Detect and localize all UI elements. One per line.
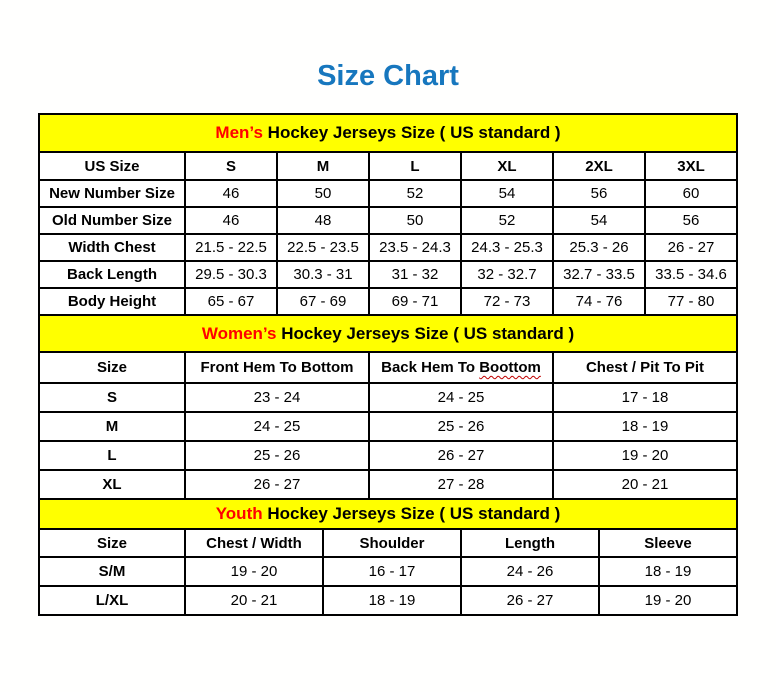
size-value: 32 - 32.7	[462, 262, 552, 287]
size-value: 21.5 - 22.5	[186, 235, 276, 260]
row-label: Back Length	[40, 262, 184, 287]
size-value: 22.5 - 23.5	[278, 235, 368, 260]
size-value: 56	[554, 181, 644, 206]
size-value: 31 - 32	[370, 262, 460, 287]
size-value: 17 - 18	[554, 384, 736, 411]
row-label: L/XL	[40, 587, 184, 614]
column-header: Chest / Width	[186, 530, 322, 556]
section-title-youth: Youth Hockey Jerseys Size ( US standard …	[40, 498, 736, 530]
misspelled-word: Boottom	[479, 359, 541, 376]
column-header: M	[278, 153, 368, 179]
size-value: 27 - 28	[370, 471, 552, 498]
row-label: L	[40, 442, 184, 469]
size-value: 20 - 21	[554, 471, 736, 498]
row-label: Body Height	[40, 289, 184, 314]
size-value: 50	[278, 181, 368, 206]
size-value: 69 - 71	[370, 289, 460, 314]
size-table: Men’s Hockey Jerseys Size ( US standard …	[38, 113, 738, 616]
column-header: Size	[40, 353, 184, 382]
size-value: 18 - 19	[554, 413, 736, 440]
size-value: 26 - 27	[370, 442, 552, 469]
column-header: Length	[462, 530, 598, 556]
size-value: 52	[370, 181, 460, 206]
row-label: New Number Size	[40, 181, 184, 206]
size-value: 24 - 25	[370, 384, 552, 411]
section-title-highlight: Women’s	[201, 323, 277, 343]
column-header: Sleeve	[600, 530, 736, 556]
size-value: 23 - 24	[186, 384, 368, 411]
size-value: 50	[370, 208, 460, 233]
womens-table: Size Front Hem To Bottom Back Hem To Boott…	[40, 353, 736, 498]
size-value: 20 - 21	[186, 587, 322, 614]
page-title: Size Chart	[317, 60, 459, 92]
youth-table: Size Chest / Width Shoulder Length Sleeve S/M…	[40, 530, 736, 614]
size-value: 74 - 76	[554, 289, 644, 314]
size-value: 25 - 26	[370, 413, 552, 440]
row-label: XL	[40, 471, 184, 498]
size-value: 52	[462, 208, 552, 233]
row-label: Old Number Size	[40, 208, 184, 233]
size-value: 19 - 20	[600, 587, 736, 614]
column-header: Back Hem To Boottom	[370, 353, 552, 382]
row-label: S/M	[40, 558, 184, 585]
column-header: XL	[462, 153, 552, 179]
size-value: 30.3 - 31	[278, 262, 368, 287]
size-value: 54	[554, 208, 644, 233]
size-value: 77 - 80	[646, 289, 736, 314]
column-header: Chest / Pit To Pit	[554, 353, 736, 382]
column-header: S	[186, 153, 276, 179]
mens-table: US Size S M L XL 2XL 3XL New Number Size 46 50 52 5…	[40, 153, 736, 314]
row-label: S	[40, 384, 184, 411]
size-value: 54	[462, 181, 552, 206]
section-title-rest: Hockey Jerseys Size ( US standard )	[262, 504, 561, 523]
size-value: 29.5 - 30.3	[186, 262, 276, 287]
column-header: Size	[40, 530, 184, 556]
row-label: Width Chest	[40, 235, 184, 260]
size-value: 19 - 20	[554, 442, 736, 469]
size-value: 56	[646, 208, 736, 233]
size-value: 48	[278, 208, 368, 233]
section-title-highlight: Youth	[215, 504, 263, 523]
column-header: L	[370, 153, 460, 179]
size-value: 60	[646, 181, 736, 206]
size-value: 24 - 25	[186, 413, 368, 440]
column-header: Front Hem To Bottom	[186, 353, 368, 382]
section-title-womens: Women’s Hockey Jerseys Size ( US standar…	[40, 314, 736, 353]
size-value: 19 - 20	[186, 558, 322, 585]
size-value: 25 - 26	[186, 442, 368, 469]
size-value: 24.3 - 25.3	[462, 235, 552, 260]
size-value: 67 - 69	[278, 289, 368, 314]
size-value: 32.7 - 33.5	[554, 262, 644, 287]
column-header: Shoulder	[324, 530, 460, 556]
column-header: US Size	[40, 153, 184, 179]
size-value: 25.3 - 26	[554, 235, 644, 260]
section-title-mens: Men’s Hockey Jerseys Size ( US standard …	[40, 115, 736, 153]
size-value: 65 - 67	[186, 289, 276, 314]
size-value: 26 - 27	[186, 471, 368, 498]
size-value: 16 - 17	[324, 558, 460, 585]
size-value: 26 - 27	[462, 587, 598, 614]
size-value: 33.5 - 34.6	[646, 262, 736, 287]
size-value: 23.5 - 24.3	[370, 235, 460, 260]
column-header: 2XL	[554, 153, 644, 179]
size-value: 46	[186, 181, 276, 206]
row-label: M	[40, 413, 184, 440]
size-value: 46	[186, 208, 276, 233]
size-value: 24 - 26	[462, 558, 598, 585]
size-value: 18 - 19	[324, 587, 460, 614]
section-title-highlight: Men’s	[215, 123, 263, 142]
column-header: 3XL	[646, 153, 736, 179]
section-title-rest: Hockey Jerseys Size ( US standard )	[276, 323, 575, 343]
size-value: 72 - 73	[462, 289, 552, 314]
size-value: 18 - 19	[600, 558, 736, 585]
section-title-rest: Hockey Jerseys Size ( US standard )	[262, 123, 561, 142]
size-value: 26 - 27	[646, 235, 736, 260]
